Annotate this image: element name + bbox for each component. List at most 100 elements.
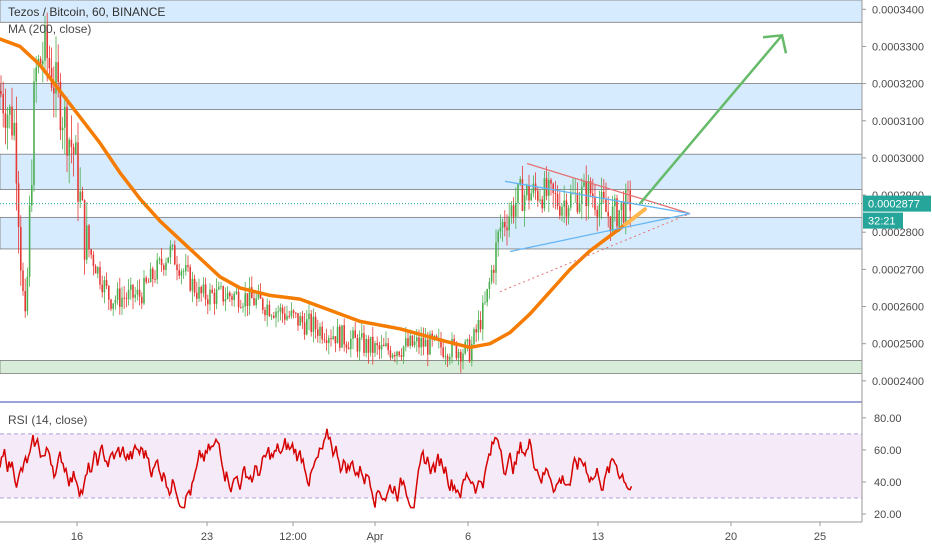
candle-body <box>99 267 101 285</box>
projection-arrow-line[interactable] <box>639 34 783 205</box>
price-tick-label: 0.0003100 <box>872 116 924 128</box>
candle-body <box>330 338 332 340</box>
candle-body <box>79 191 81 202</box>
candle-body <box>253 298 255 306</box>
candle-body <box>101 284 103 293</box>
candle-body <box>479 319 482 330</box>
candle-body <box>446 356 449 360</box>
candle-body <box>262 298 264 310</box>
wedge-upper-inner-line[interactable] <box>504 180 691 215</box>
candle-body <box>592 193 594 198</box>
candle-body <box>211 289 213 293</box>
candle-body <box>44 24 46 61</box>
candle-body <box>81 191 84 200</box>
rsi-line[interactable] <box>0 428 633 509</box>
candle-body <box>321 326 323 340</box>
candle-body <box>138 289 141 297</box>
candle-body <box>268 304 271 317</box>
candle-body <box>512 205 515 217</box>
candle-body <box>306 319 308 335</box>
ma-200-line[interactable] <box>0 37 632 350</box>
time-axis[interactable]: 16 23 12:00 Apr 6 13 20 25 <box>0 521 862 543</box>
price-tick-label: 0.0002600 <box>872 302 924 314</box>
candle-body <box>565 200 568 217</box>
candle-body <box>312 316 315 333</box>
wedge-dotted-line[interactable] <box>499 213 691 293</box>
candle-body <box>42 60 44 65</box>
candle-body <box>244 293 246 307</box>
candle-body <box>259 291 262 299</box>
candle-body <box>83 199 86 260</box>
candle-body <box>24 291 26 312</box>
candle-body <box>308 313 310 320</box>
candle-body <box>394 354 396 357</box>
candle-body <box>339 326 341 348</box>
candle-body <box>614 198 616 207</box>
candle-body <box>521 179 524 211</box>
projection-arrow-head[interactable] <box>762 33 788 54</box>
candle-body <box>237 291 240 308</box>
candle-body <box>352 330 354 339</box>
price-tick-label: 0.0002500 <box>872 339 924 351</box>
time-tick-label: 16 <box>71 531 83 543</box>
ma-legend-label[interactable]: MA (200, close) <box>8 22 91 36</box>
candle-body <box>134 294 136 298</box>
candle-body <box>295 312 297 314</box>
price-tick-label: 0.0003000 <box>872 153 924 165</box>
candle-body <box>167 257 169 263</box>
candle-body <box>361 333 363 338</box>
candle-body <box>334 336 337 344</box>
candle-body <box>160 258 163 266</box>
candle-body <box>222 286 224 302</box>
breakout-marker[interactable] <box>623 207 647 227</box>
candle-body <box>611 206 614 232</box>
candle-body <box>61 127 64 131</box>
support-zone[interactable] <box>0 360 863 374</box>
candle-body <box>169 245 172 258</box>
candle-body <box>15 122 18 184</box>
candle-body <box>90 249 92 255</box>
rsi-pane[interactable] <box>0 428 862 523</box>
candle-body <box>281 307 284 314</box>
candle-body <box>198 287 200 299</box>
candle-body <box>422 337 425 347</box>
rsi-legend-label[interactable]: RSI (14, close) <box>8 413 87 427</box>
resistance-zone[interactable] <box>0 216 863 250</box>
price-pane[interactable] <box>0 0 863 405</box>
candle-body <box>94 266 97 274</box>
candle-body <box>332 336 334 340</box>
candle-body <box>103 280 106 293</box>
candle-body <box>191 278 194 291</box>
candle-body <box>365 338 367 353</box>
candle-body <box>385 343 387 346</box>
price-axis[interactable]: 0.0003400 0.0003300 0.0003200 0.0003100 0.00… <box>861 0 932 550</box>
candle-body <box>451 338 453 358</box>
wedge-lower-line[interactable] <box>509 213 691 253</box>
last-price-tag[interactable] <box>863 195 931 212</box>
candle-body <box>125 298 128 300</box>
candle-body <box>215 289 218 304</box>
rsi-band <box>0 433 862 498</box>
candle-body <box>310 313 312 333</box>
candle-body <box>506 227 508 231</box>
rsi-tick-label: 40.00 <box>874 477 902 489</box>
candle-body <box>367 338 370 353</box>
candle-body <box>229 292 231 297</box>
time-tick-label: 25 <box>814 531 826 543</box>
candle-body <box>123 297 125 299</box>
candle-body <box>376 343 378 346</box>
candle-body <box>409 335 411 346</box>
candle-body <box>427 339 429 355</box>
resistance-zone[interactable] <box>0 83 863 111</box>
wedge-upper-line[interactable] <box>526 162 691 215</box>
candle-body <box>13 122 15 136</box>
candle-body <box>288 315 290 317</box>
candle-body <box>374 343 376 353</box>
candle-body <box>26 276 29 312</box>
candle-body <box>418 337 420 348</box>
time-tick-label: 6 <box>465 531 471 543</box>
candle-body <box>314 316 317 330</box>
candle-body <box>75 142 77 155</box>
candle-body <box>72 146 75 155</box>
